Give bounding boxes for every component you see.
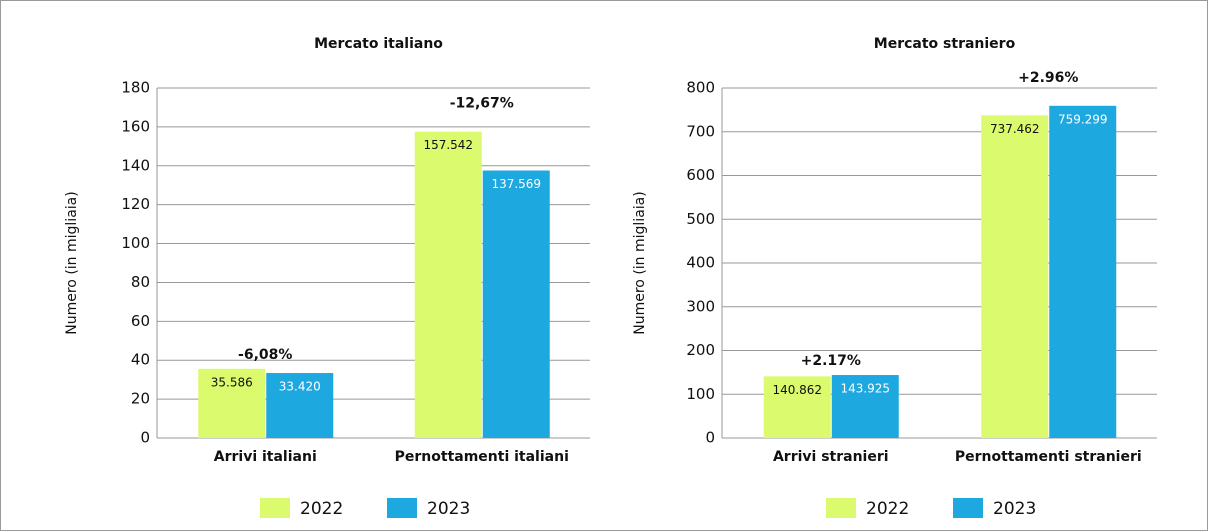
y-tick-label: 500 (686, 210, 715, 228)
value-label: 137.569 (491, 177, 541, 191)
value-label: 157.542 (423, 138, 473, 152)
bar (831, 375, 899, 438)
bar (482, 170, 550, 439)
bar (198, 368, 266, 438)
value-label: 759.299 (1058, 112, 1108, 126)
y-axis-label: Numero (in migliaia) (64, 191, 80, 334)
y-tick-label: 140 (121, 156, 150, 174)
y-tick-label: 40 (131, 351, 150, 369)
x-tick-label: Pernottamenti italiani (395, 449, 569, 465)
y-tick-label: 0 (705, 429, 715, 447)
chart-title: Mercato straniero (874, 36, 1016, 52)
y-tick-label: 20 (131, 390, 150, 408)
y-tick-label: 120 (121, 195, 150, 213)
y-tick-label: 160 (121, 117, 150, 135)
annotation: +2.17% (801, 353, 861, 369)
y-tick-label: 600 (686, 166, 715, 184)
value-label: 737.462 (990, 122, 1040, 136)
value-label: 143.925 (840, 382, 890, 396)
value-label: 35.586 (211, 375, 253, 389)
legend-label: 2023 (427, 499, 470, 519)
bar (981, 115, 1049, 438)
bar (763, 376, 831, 438)
y-tick-label: 0 (140, 429, 150, 447)
legend-label: 2022 (866, 499, 909, 519)
legend-label: 2023 (993, 499, 1036, 519)
x-tick-label: Arrivi italiani (214, 449, 317, 465)
value-label: 33.420 (279, 380, 321, 394)
annotation: -12,67% (450, 96, 514, 112)
annotation: +2.96% (1018, 70, 1078, 86)
chart-title: Mercato italiano (314, 36, 443, 52)
y-tick-label: 300 (686, 297, 715, 315)
bar (414, 131, 482, 438)
bar (1049, 105, 1117, 438)
annotation: -6,08% (238, 347, 292, 363)
y-axis-label: Numero (in migliaia) (632, 191, 648, 334)
legend-label: 2022 (300, 499, 343, 519)
y-tick-label: 100 (686, 385, 715, 403)
x-tick-label: Arrivi stranieri (773, 449, 889, 465)
y-tick-label: 180 (121, 79, 150, 97)
legend-swatch (826, 498, 856, 518)
legend-swatch (387, 498, 417, 518)
y-tick-label: 80 (131, 273, 150, 291)
y-tick-label: 100 (121, 234, 150, 252)
x-tick-label: Pernottamenti stranieri (955, 449, 1142, 465)
y-tick-label: 400 (686, 254, 715, 272)
value-label: 140.862 (772, 383, 822, 397)
y-tick-label: 700 (686, 122, 715, 140)
y-tick-label: 200 (686, 341, 715, 359)
y-tick-label: 800 (686, 79, 715, 97)
bar (266, 373, 334, 438)
legend-swatch (260, 498, 290, 518)
legend-swatch (953, 498, 983, 518)
y-tick-label: 60 (131, 312, 150, 330)
